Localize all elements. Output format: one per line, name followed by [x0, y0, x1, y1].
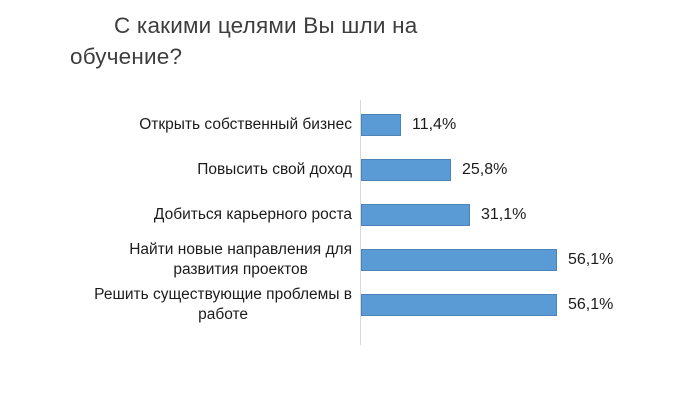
category-label-line: Открыть собственный бизнес: [139, 115, 352, 133]
category-label: Открыть собственный бизнес: [139, 102, 352, 147]
chart-title-line2: обучение?: [70, 44, 183, 69]
bar: [361, 113, 401, 136]
bar: [361, 248, 557, 271]
bar: [361, 293, 557, 316]
category-label-line: работе: [198, 305, 249, 323]
category-label: Найти новые направления для развития прое…: [129, 237, 352, 282]
category-label: Решить существующие проблемы в работе: [94, 282, 352, 327]
category-label-line: развития проектов: [173, 260, 308, 278]
category-label: Добиться карьерного роста: [154, 192, 352, 237]
category-label-line: Добиться карьерного роста: [153, 205, 352, 223]
plot-area: Открыть собственный бизнес 11,4% Повысить …: [0, 100, 700, 360]
value-label: 31,1%: [481, 205, 527, 223]
category-axis-line: [360, 100, 361, 345]
value-label: 11,4%: [412, 115, 457, 133]
value-label: 56,1%: [568, 250, 614, 268]
category-label-line: Повысить свой доход: [197, 160, 352, 178]
chart-title-line1: С какими целями Вы шли на: [114, 13, 418, 38]
category-label-line: Решить существующие проблемы в: [94, 285, 352, 303]
value-label: 56,1%: [568, 295, 614, 313]
chart-title: С какими целями Вы шли на обучение?: [70, 10, 500, 72]
bar: [361, 158, 451, 181]
bar: [361, 203, 470, 226]
value-label: 25,8%: [462, 160, 508, 178]
category-label-line: Найти новые направления для: [129, 240, 352, 258]
category-label: Повысить свой доход: [197, 147, 352, 192]
